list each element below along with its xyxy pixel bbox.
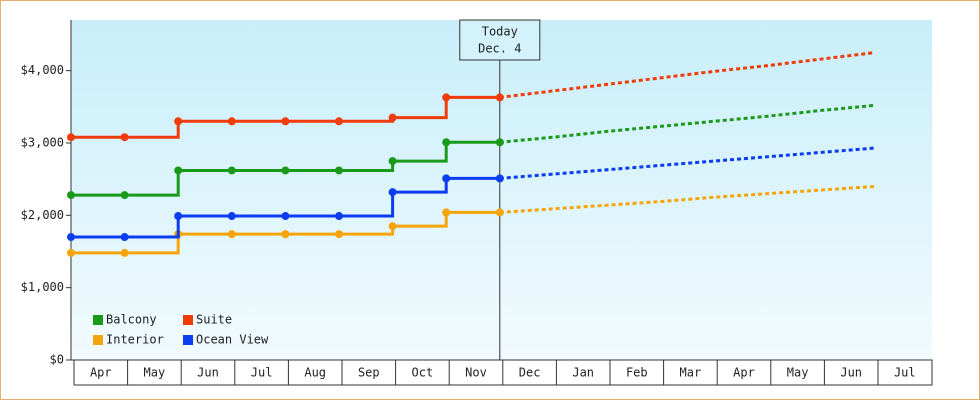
x-tick-label: Feb (626, 366, 648, 380)
price-line (71, 176, 500, 239)
x-tick-label: Oct (412, 366, 434, 380)
y-tick-label: $2,000 (21, 208, 64, 222)
price-point (281, 212, 290, 221)
price-point (174, 117, 183, 126)
price-point (227, 166, 236, 175)
today-box (459, 19, 541, 61)
legend-swatch (93, 315, 103, 325)
legend-label: Suite (196, 313, 232, 327)
x-tick-label: Apr (733, 366, 755, 380)
x-tick-label: Jul (251, 366, 273, 380)
legend-swatch (93, 335, 103, 345)
today-label: Today (482, 25, 518, 39)
legend-swatch (183, 315, 193, 325)
price-point (227, 230, 236, 239)
price-point (495, 208, 504, 217)
today-date: Dec. 4 (478, 42, 521, 56)
x-tick-label: Aug (304, 366, 326, 380)
x-tick-label: Jun (840, 366, 862, 380)
price-line (71, 95, 500, 139)
legend-swatch (183, 335, 193, 345)
x-tick-label: May (144, 366, 166, 380)
x-tick-label: Mar (680, 366, 702, 380)
price-point (67, 191, 75, 200)
x-tick-label: Dec (519, 366, 541, 380)
price-point (120, 191, 129, 200)
legend-label: Ocean View (196, 333, 269, 347)
x-tick-label: Apr (90, 366, 112, 380)
y-tick-label: $3,000 (21, 135, 64, 149)
x-tick-label: Jul (894, 366, 916, 380)
price-point (495, 93, 504, 102)
price-point (67, 233, 75, 242)
price-point (120, 133, 129, 142)
price-point (442, 174, 451, 183)
price-point (67, 248, 75, 257)
price-point (174, 166, 183, 175)
price-point (388, 157, 397, 166)
price-point (281, 166, 290, 175)
price-line (71, 140, 500, 197)
price-point (388, 113, 397, 122)
price-point (120, 248, 129, 257)
x-tick-label: Sep (358, 366, 380, 380)
price-point (442, 93, 451, 102)
price-point (388, 188, 397, 197)
price-point (335, 212, 343, 221)
price-point (227, 212, 236, 221)
legend-label: Interior (106, 333, 164, 347)
x-tick-label: Jun (197, 366, 219, 380)
price-point (442, 208, 451, 217)
price-point (227, 117, 236, 126)
x-tick-label: May (787, 366, 809, 380)
price-line (71, 210, 500, 255)
price-point (120, 233, 129, 242)
x-tick-label: Nov (465, 366, 487, 380)
y-tick-label: $4,000 (21, 63, 64, 77)
price-point (388, 222, 397, 231)
x-tick-label: Jan (572, 366, 594, 380)
price-point (335, 166, 343, 175)
price-point (495, 138, 504, 147)
price-point (281, 230, 290, 239)
price-point (495, 174, 504, 183)
price-point (442, 138, 451, 147)
y-tick-label: $0 (50, 353, 64, 367)
price-point (335, 117, 343, 126)
price-point (335, 230, 343, 239)
price-point (174, 212, 183, 221)
y-tick-label: $1,000 (21, 280, 64, 294)
price-point (281, 117, 290, 126)
plot-area (71, 20, 932, 360)
legend-label: Balcony (106, 313, 157, 327)
price-point (67, 133, 75, 142)
